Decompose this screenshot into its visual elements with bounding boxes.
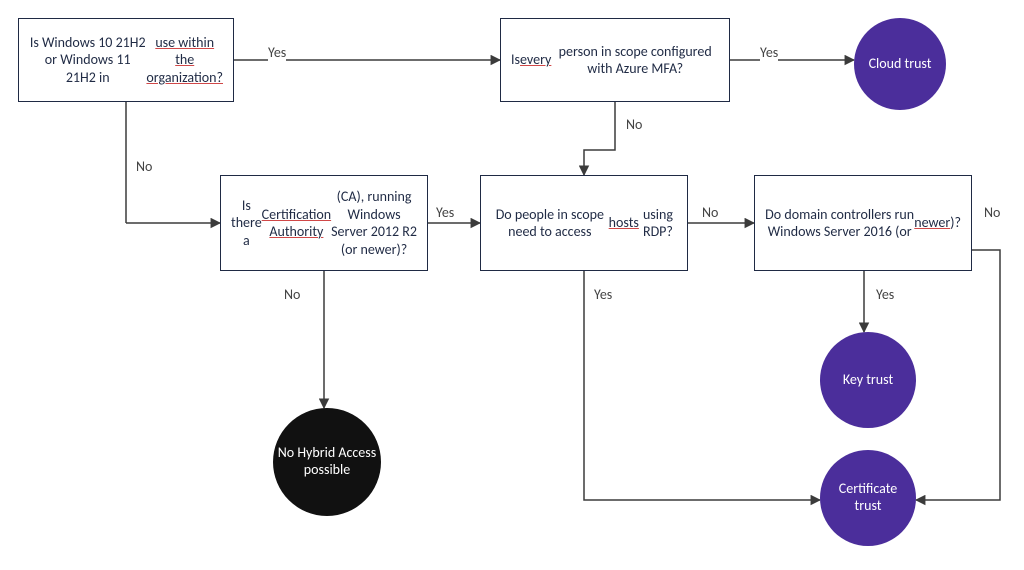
decision-domain-controller: Do domain controllers run Windows Server… bbox=[754, 175, 972, 271]
edge-label: Yes bbox=[436, 204, 454, 221]
edge-label: No bbox=[984, 204, 1000, 221]
outcome-label: Certificate trust bbox=[824, 481, 912, 515]
edge-label: No bbox=[626, 116, 642, 133]
decision-windows-version: Is Windows 10 21H2 or Windows 11 21H2 in… bbox=[18, 18, 234, 102]
decision-azure-mfa: Is every person in scope configured with… bbox=[500, 18, 730, 102]
edge-label: No bbox=[702, 204, 718, 221]
outcome-key-trust: Key trust bbox=[820, 332, 916, 428]
edge-label: No bbox=[284, 286, 300, 303]
outcome-label: Key trust bbox=[843, 372, 893, 389]
outcome-cloud-trust: Cloud trust bbox=[854, 18, 946, 110]
edge-label: No bbox=[136, 158, 152, 175]
outcome-label: Cloud trust bbox=[869, 56, 932, 73]
decision-cert-authority: Is there a Certification Authority (CA),… bbox=[220, 175, 428, 271]
edge-label: Yes bbox=[876, 286, 894, 303]
edge-label: Yes bbox=[760, 44, 778, 61]
outcome-label: No Hybrid Access possible bbox=[277, 445, 377, 479]
edge-label: Yes bbox=[268, 44, 286, 61]
outcome-no-hybrid: No Hybrid Access possible bbox=[273, 408, 381, 516]
decision-rdp-access: Do people in scope need to access hosts … bbox=[480, 175, 688, 271]
flowchart-canvas: Is Windows 10 21H2 or Windows 11 21H2 in… bbox=[0, 0, 1024, 570]
edge-label: Yes bbox=[594, 286, 612, 303]
outcome-certificate-trust: Certificate trust bbox=[820, 450, 916, 546]
